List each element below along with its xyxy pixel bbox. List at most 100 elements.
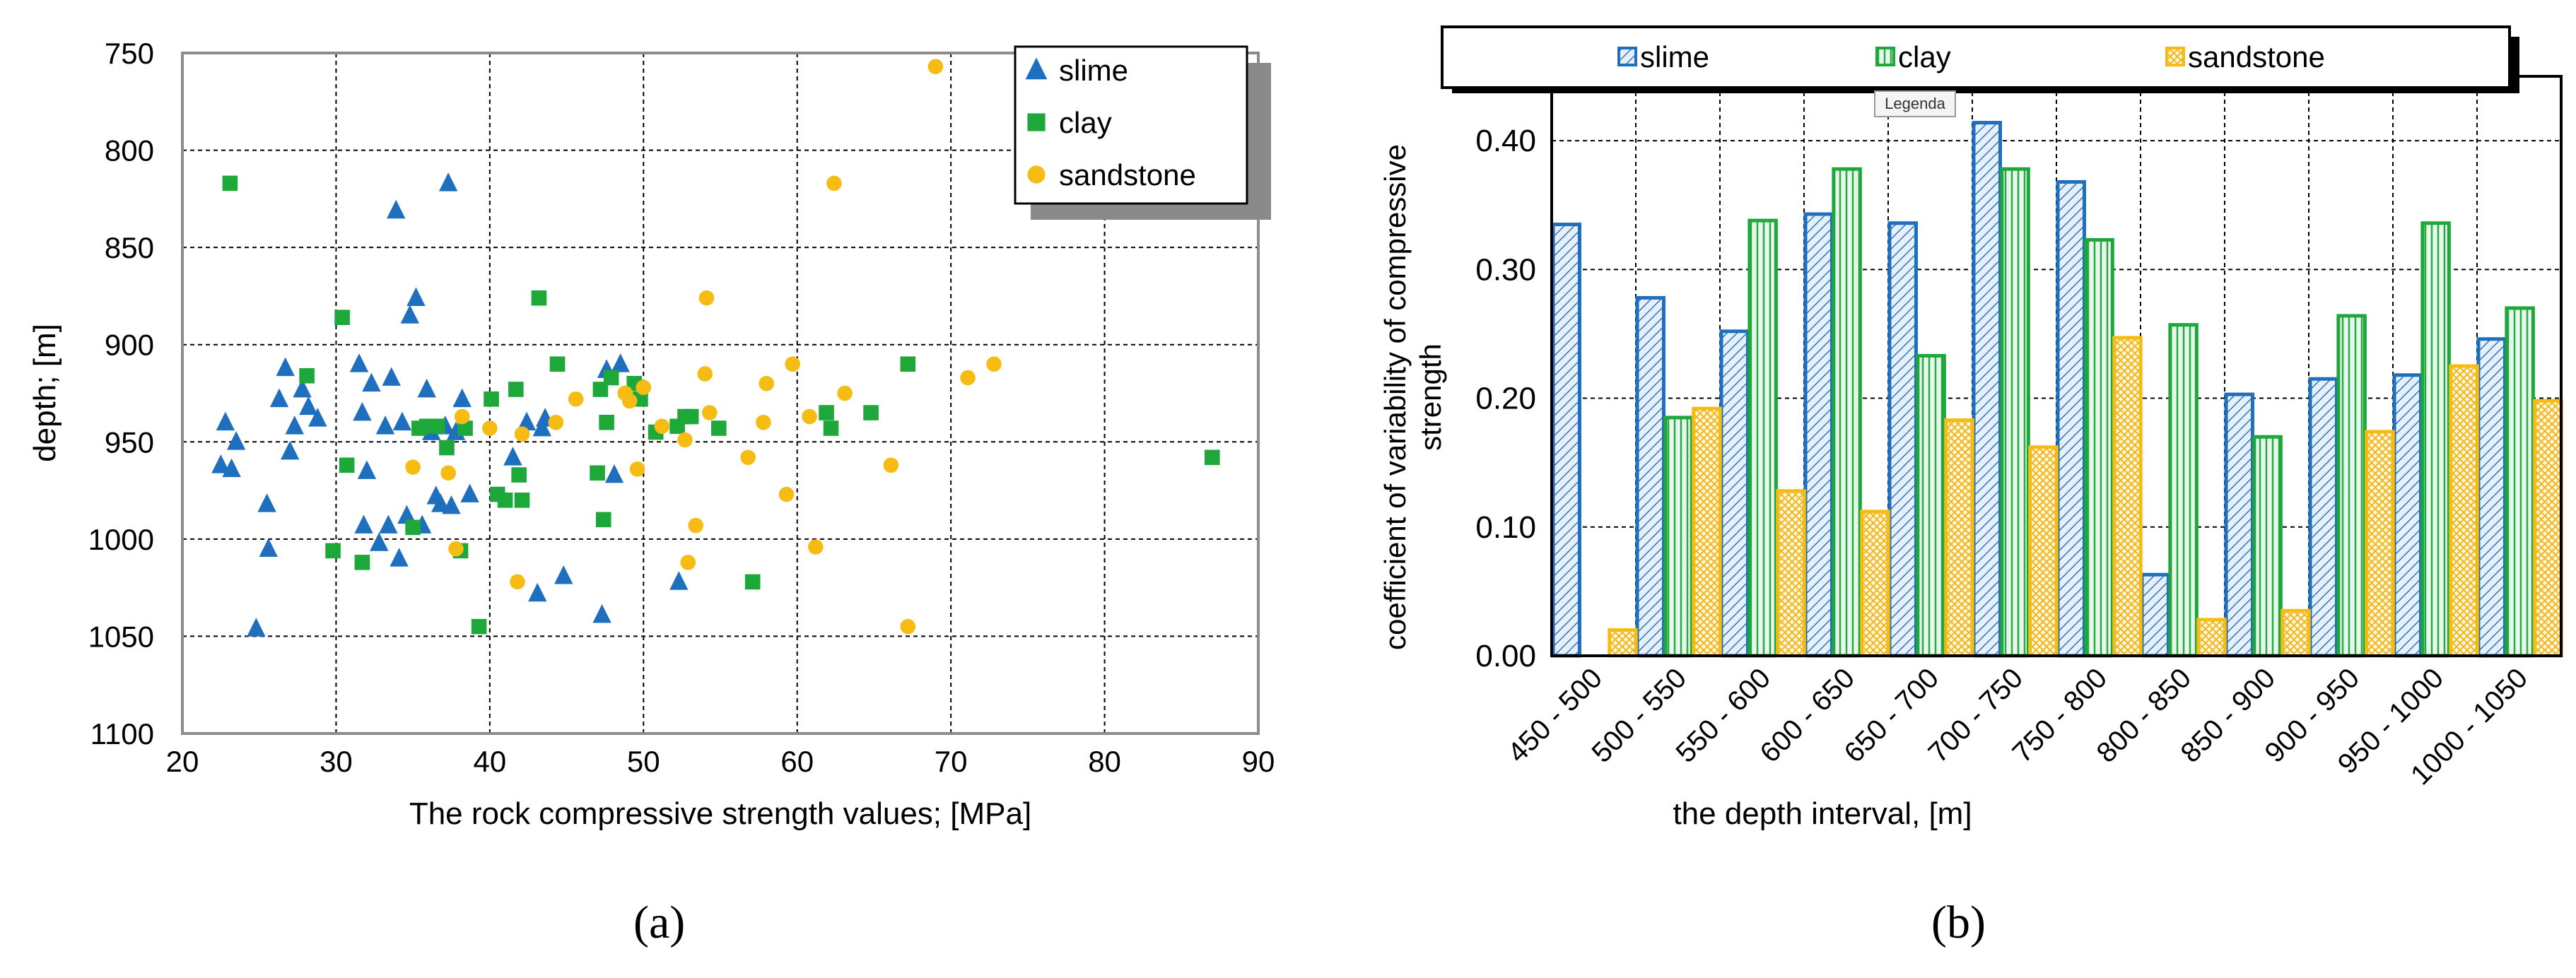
slime-point [257, 493, 276, 512]
sandstone-point [701, 405, 718, 420]
sandstone-point [514, 426, 530, 442]
clay-bar [2000, 167, 2030, 658]
clay-point [592, 382, 609, 397]
slime-point [247, 618, 266, 637]
slime-point [669, 571, 689, 590]
sandstone-point [629, 461, 645, 477]
slime-bar [1719, 329, 1750, 658]
legend-box [1014, 45, 1248, 205]
x-tick-label: 90 [1242, 745, 1275, 778]
slime-point [285, 416, 304, 435]
slime-point [276, 357, 295, 377]
clay-point [683, 408, 699, 425]
slime-point [222, 458, 241, 478]
slime-point [392, 411, 412, 431]
slime-point [532, 417, 551, 437]
x-tick-label: 30 [320, 745, 353, 778]
slime-point [299, 396, 318, 416]
sandstone-point [448, 541, 464, 557]
sandstone-bar [2365, 430, 2395, 658]
clay-bar [1747, 218, 1778, 658]
slime-point [281, 440, 300, 460]
slime-point [293, 378, 312, 398]
slime-point [353, 401, 372, 421]
clay-point [354, 555, 370, 570]
sandstone-point [510, 574, 525, 590]
slime-bar [1972, 121, 2002, 658]
slime-point [438, 172, 458, 192]
y-axis-label: coefficient of variability of compressiv… [1378, 144, 1447, 650]
slime-point [604, 464, 624, 483]
y-tick-label: 800 [105, 134, 154, 167]
x-tick-label: 20 [166, 745, 199, 778]
clay-point [334, 310, 350, 325]
clay-point [1204, 449, 1220, 466]
slime-point [592, 604, 611, 623]
slime-point [211, 454, 230, 473]
x-tick-label: 80 [1088, 745, 1121, 778]
sandstone-bar [2028, 445, 2059, 658]
legend-tooltip [1874, 90, 1956, 117]
y-tick-label: 0.40 [1475, 124, 1536, 158]
sandstone-point [548, 414, 564, 430]
y-tick-label: 0.10 [1475, 510, 1536, 545]
y-tick-label: 950 [105, 425, 154, 459]
clay-bar [1916, 353, 1946, 658]
sandstone-point [698, 290, 715, 306]
sandstone-point [482, 420, 498, 436]
slime-point [442, 495, 461, 514]
sandstone-legend-swatch [2165, 47, 2185, 66]
clay-point [439, 440, 455, 456]
clay-point [222, 175, 238, 192]
slime-point [259, 538, 278, 557]
clay-point [595, 512, 611, 528]
legend-items: slime clay sandstone [1025, 54, 1196, 192]
sandstone-point [568, 391, 584, 407]
plot-frame [181, 52, 1260, 735]
legend: slime clay sandstone [1014, 45, 1271, 220]
slime-legend-swatch [1617, 47, 1637, 66]
y-tick-label: 750 [105, 37, 154, 70]
clay-point [339, 457, 355, 473]
clay-bar [2336, 314, 2367, 658]
sandstone-point [677, 432, 693, 448]
sandstone-bar [2281, 608, 2311, 658]
clay-point [531, 290, 547, 306]
slime-legend-label: slime [1059, 54, 1128, 87]
slime-bar [2224, 392, 2254, 658]
x-axis-label: the depth interval, [m] [1673, 796, 1972, 831]
slime-point [375, 416, 395, 435]
slime-point [554, 565, 573, 584]
sandstone-bar [1944, 418, 1974, 658]
clay-point [405, 519, 421, 536]
sandstone-point [808, 539, 824, 555]
y-tick-label: 1000 [88, 523, 154, 556]
slime-point [269, 388, 289, 408]
sandstone-point [778, 486, 795, 502]
clay-point [863, 405, 879, 420]
sandstone-point [688, 517, 704, 534]
sandstone-point [621, 393, 638, 409]
sandstone-bar [1776, 489, 1806, 658]
sandstone-legend-label: sandstone [1059, 158, 1196, 192]
clay-legend-label: clay [1898, 40, 1951, 73]
clay-point [511, 467, 527, 483]
slime-point [417, 378, 436, 398]
slime-point [460, 483, 479, 502]
clay-bar [2420, 221, 2451, 658]
slime-point [226, 431, 246, 450]
sandstone-point [986, 356, 1002, 372]
legend-box [1441, 25, 2511, 89]
clay-point [549, 356, 566, 372]
clay-bar [2084, 237, 2114, 658]
slime-point [517, 411, 537, 431]
sandstone-point [759, 375, 775, 391]
slime-bar [1551, 223, 1581, 658]
slime-point [357, 460, 377, 479]
slime-bar [1887, 221, 1918, 658]
sandstone-point [927, 59, 944, 75]
slime-point [387, 199, 406, 219]
slime-point [397, 505, 416, 524]
y-tick-labels: 0.00 0.10 0.20 0.30 0.40 [1475, 124, 1536, 673]
